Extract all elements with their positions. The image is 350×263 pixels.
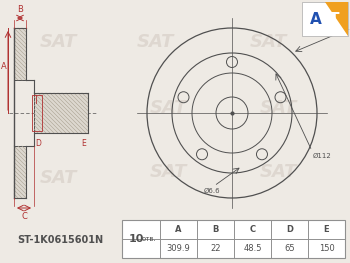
Bar — [14, 28, 26, 80]
Bar — [302, 2, 348, 36]
Text: D: D — [35, 139, 41, 148]
Text: D: D — [286, 225, 293, 234]
Text: Ø6.6: Ø6.6 — [204, 188, 220, 194]
Text: B: B — [212, 225, 219, 234]
Text: SAT: SAT — [259, 163, 297, 181]
Text: E: E — [81, 139, 86, 148]
Text: 48.5: 48.5 — [243, 244, 262, 253]
Text: SAT: SAT — [136, 33, 174, 51]
Bar — [122, 220, 345, 258]
Text: SAT: SAT — [39, 169, 77, 187]
Bar — [14, 146, 26, 198]
Text: B: B — [17, 5, 23, 14]
Text: E: E — [324, 225, 329, 234]
Bar — [32, 95, 42, 131]
Text: SAT: SAT — [259, 99, 297, 117]
Text: 65: 65 — [284, 244, 295, 253]
Text: A: A — [310, 12, 322, 27]
Text: ST-1K0615601N: ST-1K0615601N — [17, 235, 103, 245]
Text: Ø15.3(9): Ø15.3(9) — [341, 24, 350, 31]
Text: SAT: SAT — [39, 33, 77, 51]
Bar — [34, 93, 88, 133]
Text: C: C — [21, 212, 27, 221]
Text: 10: 10 — [129, 234, 144, 244]
Text: 150: 150 — [318, 244, 334, 253]
Text: Ø112: Ø112 — [313, 153, 332, 159]
Text: T: T — [329, 12, 340, 27]
Text: отв.: отв. — [142, 236, 157, 242]
Text: A: A — [175, 225, 182, 234]
Text: SAT: SAT — [39, 111, 77, 129]
Text: C: C — [250, 225, 256, 234]
Text: SAT: SAT — [249, 33, 287, 51]
Text: SAT: SAT — [149, 163, 187, 181]
Text: A: A — [1, 62, 7, 71]
Text: 22: 22 — [210, 244, 221, 253]
Polygon shape — [325, 2, 348, 36]
Text: SAT: SAT — [149, 99, 187, 117]
Text: 309.9: 309.9 — [167, 244, 190, 253]
